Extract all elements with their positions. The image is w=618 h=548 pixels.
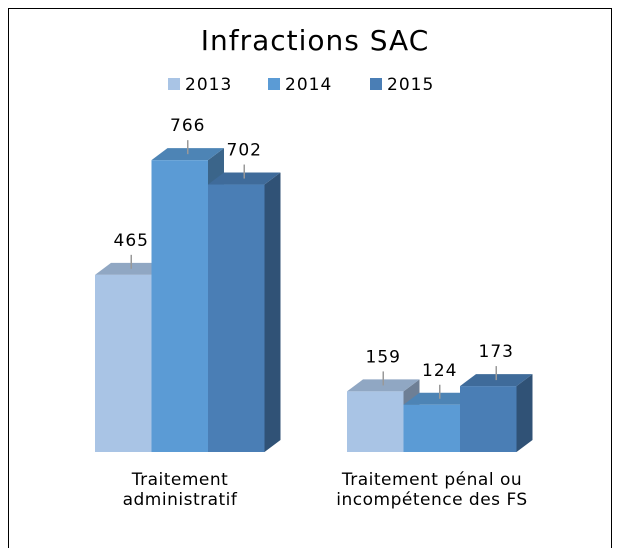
legend-label: 2015	[387, 75, 434, 95]
legend-label: 2014	[285, 75, 332, 95]
bar	[208, 184, 265, 452]
bar	[460, 386, 517, 452]
data-label: 766	[170, 116, 205, 136]
data-label: 173	[479, 342, 514, 362]
legend-swatch	[168, 78, 180, 90]
data-label: 159	[366, 347, 401, 367]
category-label: Traitement administratif	[122, 470, 238, 510]
data-label: 465	[114, 231, 149, 251]
legend-swatch	[268, 78, 280, 90]
bar-side	[264, 172, 281, 452]
bar	[403, 404, 460, 452]
legend-swatch	[370, 78, 382, 90]
bar	[347, 391, 404, 452]
data-label: 702	[227, 141, 262, 161]
bar	[95, 274, 152, 452]
category-label: Traitement pénal ou incompétence des FS	[336, 470, 528, 510]
bar-side	[516, 374, 533, 452]
bar	[151, 160, 208, 453]
chart-title: Infractions SAC	[201, 24, 430, 57]
legend-label: 2013	[185, 75, 232, 95]
data-label: 124	[422, 361, 457, 381]
